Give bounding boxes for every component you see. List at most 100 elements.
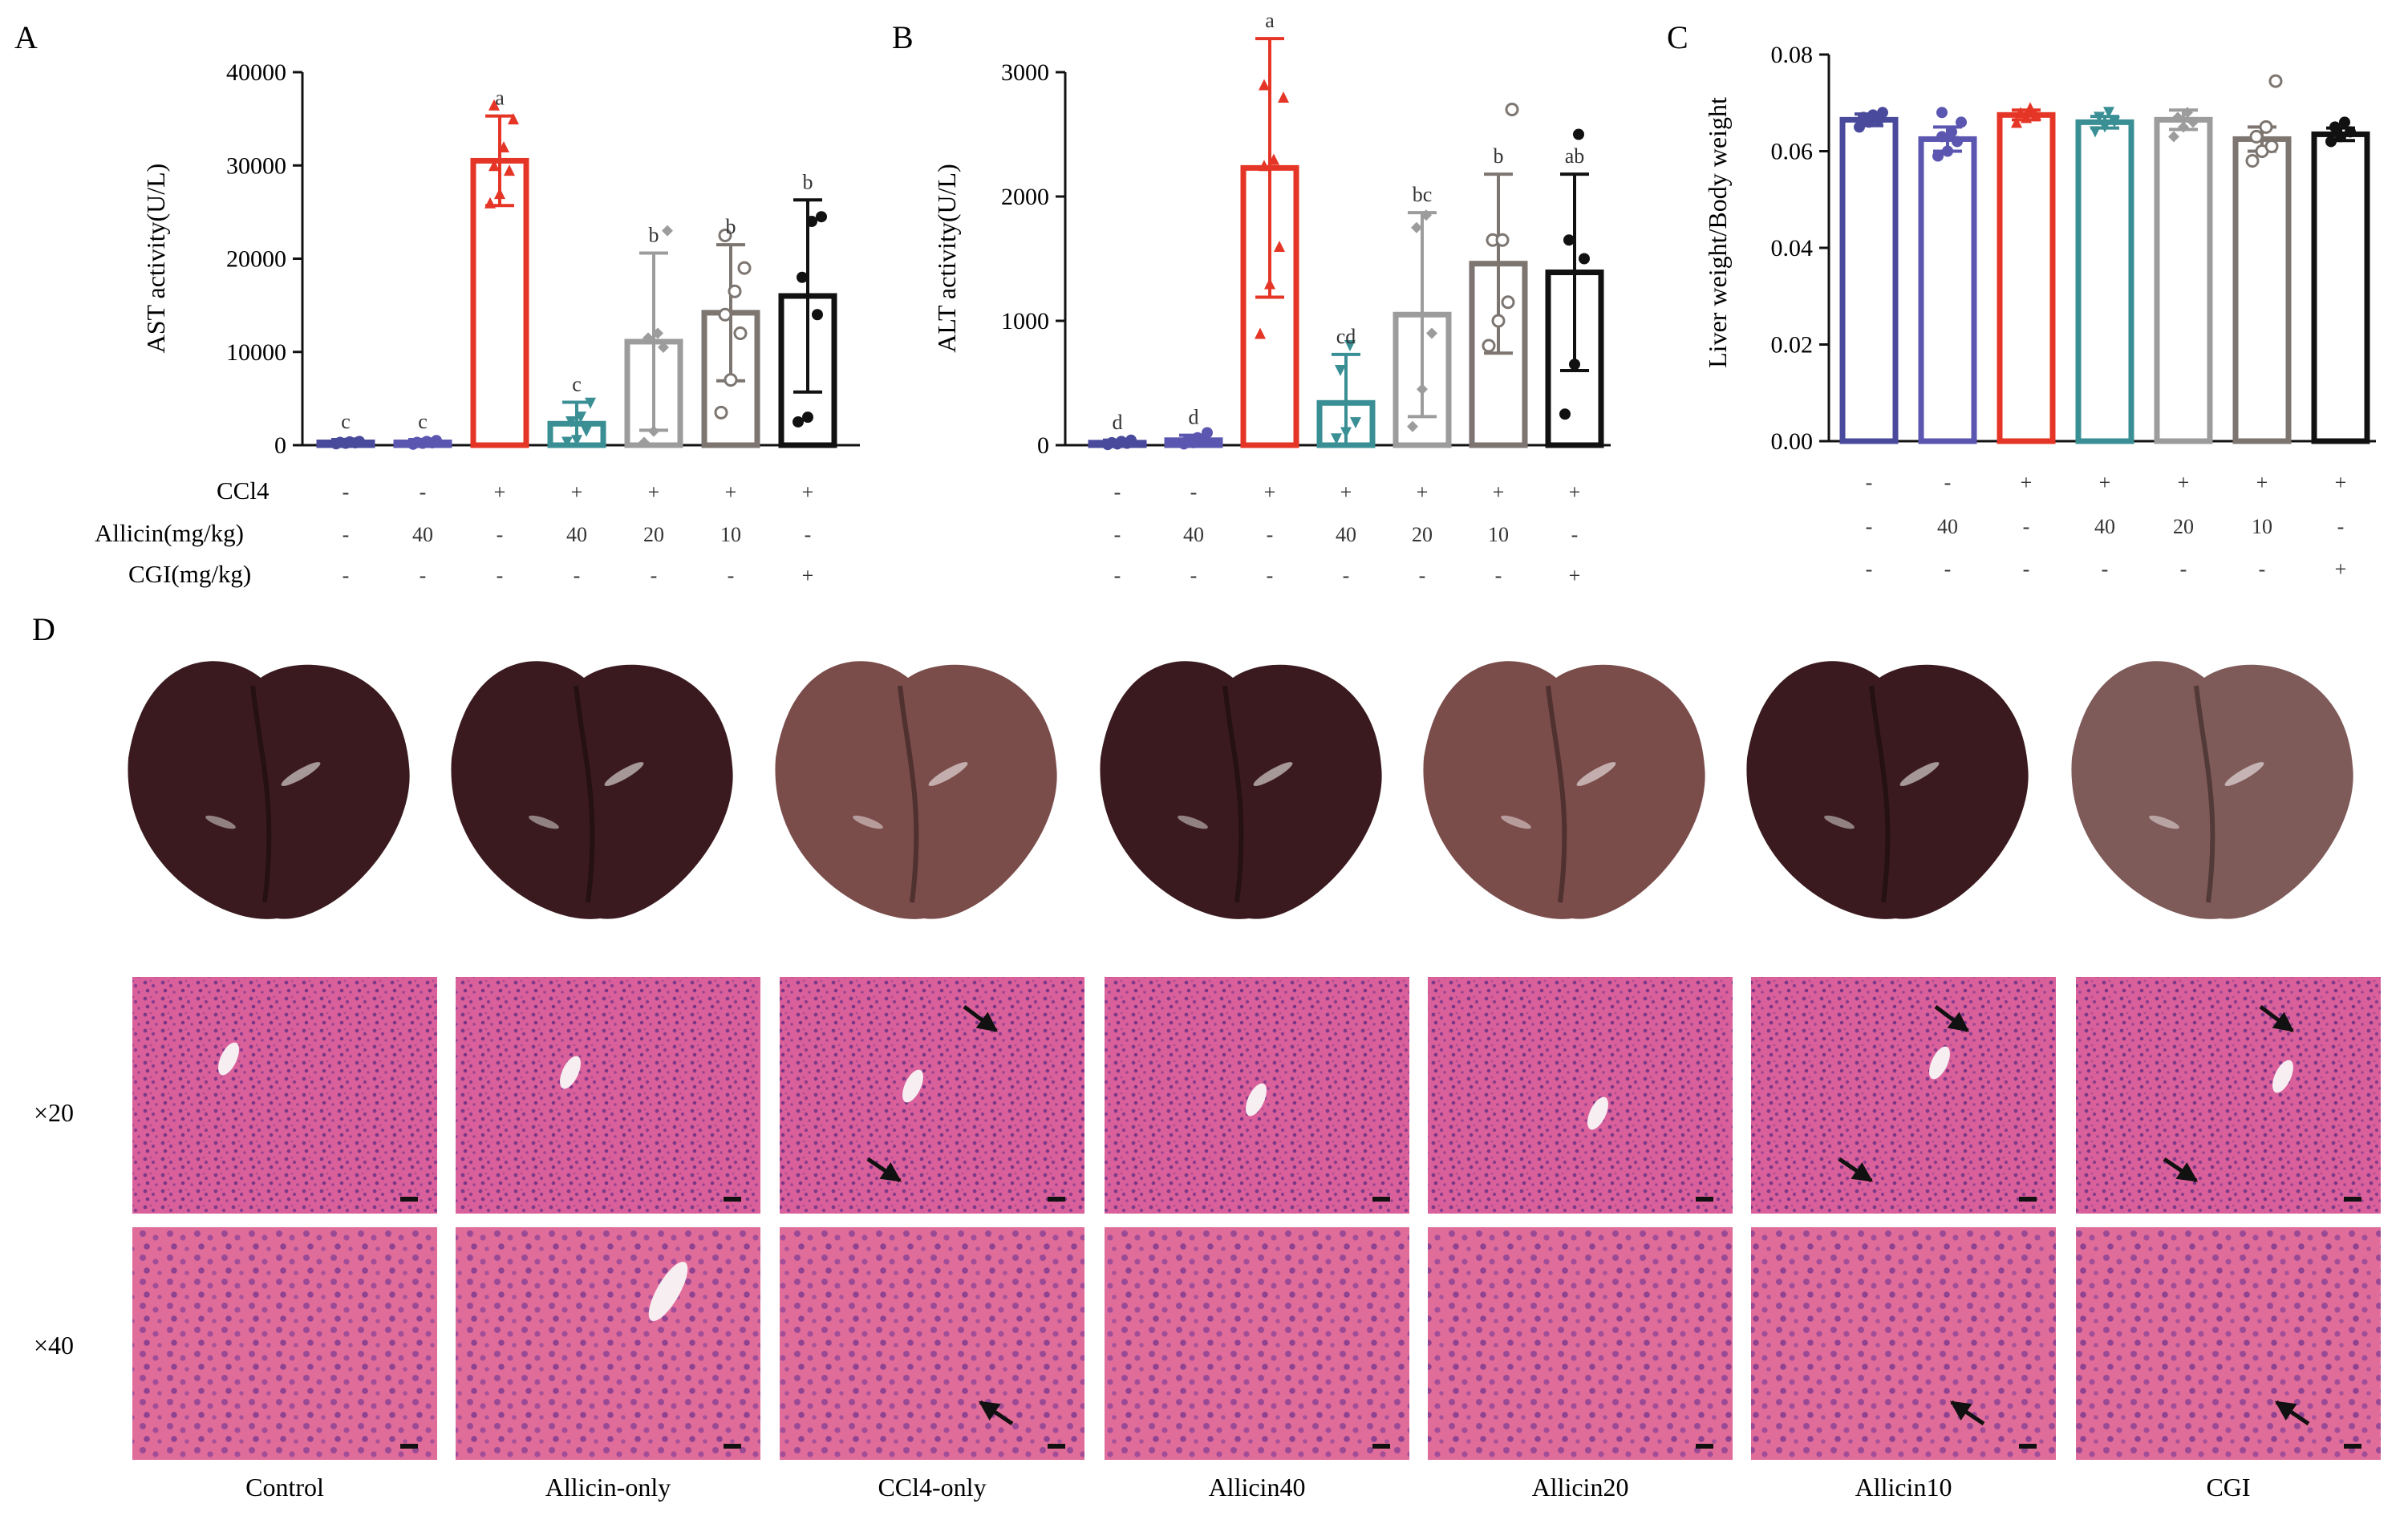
data-point-2 — [733, 326, 748, 340]
arrow — [2274, 1400, 2310, 1426]
data-point-1 — [2021, 111, 2032, 124]
data-point-0 — [2168, 131, 2179, 143]
data-point-3 — [1182, 434, 1194, 446]
bar-group: c — [547, 373, 606, 448]
scale-bar — [2344, 1444, 2361, 1449]
data-point-1 — [802, 411, 813, 424]
histology-image — [2076, 1227, 2381, 1460]
data-point-4 — [1573, 128, 1584, 140]
data-point-3 — [1411, 221, 1422, 233]
data-point-1 — [2178, 121, 2189, 133]
treatment-value: - — [2023, 557, 2030, 581]
data-point-1 — [1942, 145, 1953, 157]
data-point-0 — [1255, 327, 1266, 339]
panel-letter-c: C — [1667, 19, 1688, 55]
liver-highlight — [281, 762, 321, 786]
group-label: Allicin10 — [1855, 1473, 1952, 1502]
data-point-3 — [2329, 121, 2341, 133]
y-tick-label: 0.08 — [1771, 42, 1814, 68]
scale-bar — [2344, 1197, 2361, 1202]
significance-letter: c — [572, 373, 582, 396]
histology-image — [780, 977, 1084, 1214]
data-point-1 — [648, 425, 659, 437]
data-point-4 — [421, 436, 432, 448]
y-tick-label: 10000 — [226, 339, 286, 366]
chart-liver-ratio: 0.00 0.02 0.04 0.06 0.08 Liver weight/Body we… — [1703, 42, 2376, 455]
liver-highlight — [604, 762, 644, 786]
treatment-value: - — [1866, 515, 1873, 538]
treatment-value: - — [1267, 564, 1274, 587]
y-tick-label: 0.00 — [1771, 428, 1814, 455]
treatment-value: - — [651, 564, 658, 587]
treatment-value: + — [2099, 471, 2111, 494]
vessel-lumen — [1246, 1083, 1267, 1117]
data-point-0 — [1559, 408, 1571, 420]
bar-group: ab — [1545, 128, 1604, 448]
treatment-value: + — [1569, 480, 1581, 504]
significance-letter: bc — [1413, 183, 1433, 206]
liver-highlight — [1899, 762, 1940, 786]
histology-x40-2 — [780, 1227, 1084, 1460]
y-tick-label: 2000 — [1001, 184, 1049, 210]
data-point-0 — [1854, 121, 1865, 133]
histology-image — [1751, 1227, 2056, 1460]
data-point-6 — [718, 228, 732, 242]
data-point-1 — [494, 188, 505, 200]
histology-image — [456, 1227, 760, 1460]
histology-x20-2 — [780, 977, 1084, 1214]
group-label: Allicin20 — [1532, 1473, 1629, 1502]
bar-group — [1997, 102, 2056, 444]
bar — [2075, 119, 2134, 444]
liver-shape — [1746, 661, 2029, 919]
panel-d-images: Control Allicin-only CCl4-only Allicin40 All… — [128, 661, 2381, 1502]
arrow — [1934, 1005, 1969, 1032]
liver-photo-6 — [2071, 661, 2353, 919]
bar-group: d — [1164, 406, 1223, 450]
scale-bar — [1048, 1197, 1065, 1202]
scale-bar — [1696, 1197, 1713, 1202]
treatment-value: - — [1114, 564, 1121, 587]
liver-photo-0 — [128, 661, 410, 919]
bar-group: b — [1469, 103, 1528, 448]
significance-letter: cd — [1336, 325, 1356, 348]
treatment-value: - — [1944, 471, 1952, 494]
treatment-value: - — [420, 480, 427, 504]
y-tick-label: 0.04 — [1771, 235, 1814, 261]
liver-lobe-line — [2194, 685, 2215, 903]
treatment-value: 10 — [2252, 515, 2272, 538]
data-point-0 — [793, 415, 804, 428]
data-point-5 — [2268, 74, 2283, 88]
treatment-value: - — [343, 564, 350, 587]
data-point-5 — [1956, 116, 1967, 128]
arrow — [1949, 1400, 1985, 1426]
data-point-4 — [344, 436, 355, 448]
bar — [1918, 136, 1977, 444]
vessel-lumen — [648, 1261, 688, 1322]
treatment-value: + — [725, 480, 737, 504]
significance-letter: a — [1265, 9, 1275, 32]
data-point-0 — [638, 436, 650, 448]
arrow — [963, 1005, 998, 1032]
bar-group — [2075, 107, 2134, 444]
treatment-value: + — [802, 480, 814, 504]
bar — [2232, 136, 2292, 444]
histology-x20-0 — [132, 977, 437, 1214]
significance-letter: c — [341, 410, 351, 433]
treatment-value: + — [1340, 480, 1352, 504]
bar — [1839, 116, 1899, 444]
data-point-3 — [1335, 365, 1346, 376]
treatment-row-label: CGI(mg/kg) — [128, 560, 251, 588]
data-point-1 — [1264, 278, 1275, 290]
data-point-5 — [585, 397, 596, 409]
data-point-4 — [498, 141, 509, 152]
treatment-value: - — [1114, 523, 1121, 546]
y-axis-label: ALT activity(U/L) — [932, 164, 961, 353]
y-tick-label: 0 — [274, 432, 286, 459]
bar-group: bc — [1393, 183, 1452, 448]
treatment-value: - — [574, 564, 581, 587]
treatment-value: + — [2178, 471, 2190, 494]
liver-highlight — [1178, 815, 1208, 829]
data-point-0 — [2325, 136, 2337, 148]
histology-x40-3 — [1105, 1227, 1409, 1460]
treatment-value: 40 — [1336, 523, 1356, 546]
